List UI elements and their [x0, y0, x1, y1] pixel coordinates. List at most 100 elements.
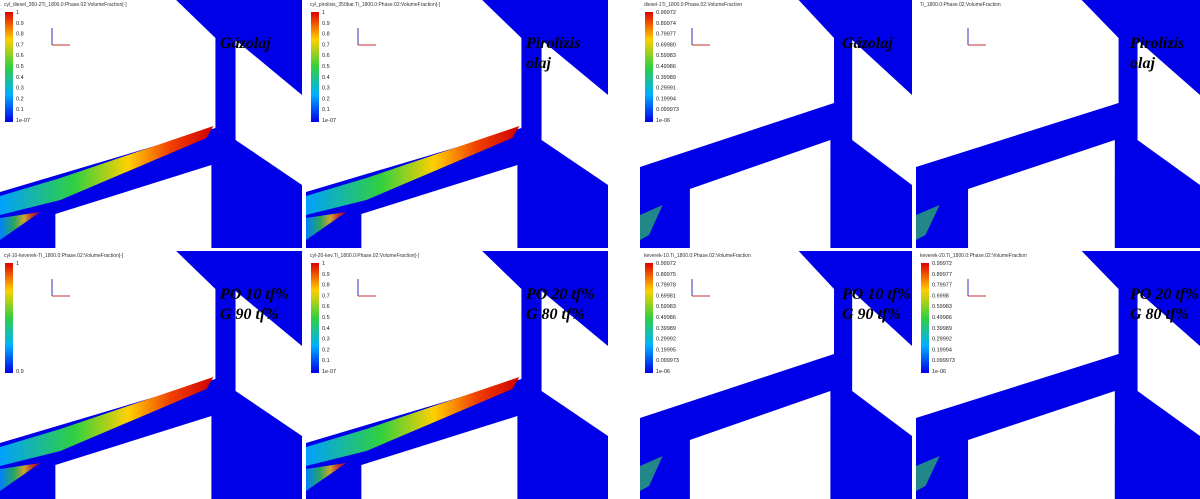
legend-label: 0.3 [322, 337, 330, 343]
legend-label: 1e-07 [322, 118, 336, 124]
legend-label: 0.99972 [656, 261, 676, 267]
legend-label: 0.89975 [656, 272, 676, 278]
panel-title: cyl-20-kev.Ti_1800.0:Phase.02:VolumeFrac… [310, 253, 420, 259]
legend-label: 0.69980 [656, 42, 676, 48]
caption: G 90 tf% [842, 306, 901, 323]
legend-label: 0.9 [322, 21, 330, 27]
legend-label: 0.29992 [932, 337, 952, 343]
caption: Gázolaj [842, 35, 893, 52]
legend-label: 0.4 [322, 326, 330, 332]
legend-label: 0.49986 [932, 315, 952, 321]
legend-label: 0.2 [16, 96, 24, 102]
legend-label: 0.6 [16, 53, 24, 59]
caption: PO 10 tf% [219, 286, 288, 303]
legend-label: 0.5 [16, 64, 24, 70]
legend-label: 0.79977 [932, 283, 952, 289]
legend-label: 0.3 [322, 86, 330, 92]
legend-label: 0.29991 [656, 86, 676, 92]
legend-label: 0.99972 [656, 10, 676, 16]
panel-title: cyl_diesel_350-2Ti_1800.0:Phase.02:Volum… [4, 2, 127, 8]
legend-label: 0.4 [16, 75, 24, 81]
legend-label: 0.1 [322, 107, 330, 113]
legend-label: 0.79978 [656, 283, 676, 289]
legend-label: 1e-07 [16, 118, 30, 124]
panel: keverek-10.Ti_1800.0:Phase.02:VolumeFrac… [640, 251, 912, 499]
legend-label: 0.7 [322, 42, 330, 48]
legend-label: 0.2 [322, 347, 330, 353]
panel: cyl-20-kev.Ti_1800.0:Phase.02:VolumeFrac… [306, 251, 608, 499]
colorbar [5, 263, 13, 373]
legend-label: 0.4 [322, 75, 330, 81]
panel-title: cyl_pirolisis_350bar.Ti_1800.0:Phase.02:… [310, 2, 441, 8]
legend-label: 0.89974 [656, 21, 676, 27]
legend-label: 0.99972 [932, 261, 952, 267]
legend-label: 1 [16, 10, 19, 16]
legend-label: 0.8 [322, 32, 330, 38]
caption: PO 10 tf% [841, 286, 910, 303]
caption: olaj [526, 55, 551, 72]
colorbar [311, 12, 319, 122]
legend-label: 0.59983 [656, 53, 676, 59]
colorbar [5, 12, 13, 122]
caption: Pirolízis [1129, 35, 1184, 52]
colorbar [311, 263, 319, 373]
caption: G 80 tf% [1130, 306, 1189, 323]
legend-label: 0.8 [322, 283, 330, 289]
legend-label: 0.6 [322, 53, 330, 59]
caption: PO 20 tf% [525, 286, 594, 303]
legend-label: 0.9 [322, 272, 330, 278]
legend-label: 1 [322, 261, 325, 267]
panel: cyl_pirolisis_350bar.Ti_1800.0:Phase.02:… [306, 0, 608, 248]
legend-label: 1e-06 [656, 118, 670, 124]
panel: cyl_diesel_350-2Ti_1800.0:Phase.02:Volum… [0, 0, 302, 248]
legend-label: 0.19994 [656, 96, 676, 102]
legend-label: 0.7 [16, 42, 24, 48]
colorbar [645, 263, 653, 373]
legend-label: 0.59983 [656, 304, 676, 310]
legend-label: 1 [322, 10, 325, 16]
legend-label: 0.5 [322, 64, 330, 70]
legend-label: 0.79977 [656, 32, 676, 38]
legend-label: 0.1 [322, 358, 330, 364]
legend-label: 0.59983 [932, 304, 952, 310]
legend-label: 0.39989 [656, 75, 676, 81]
caption: olaj [1130, 55, 1155, 72]
legend-label: 0.9 [16, 369, 24, 375]
legend-label: 0.69981 [656, 293, 676, 299]
caption: PO 20 tf% [1129, 286, 1198, 303]
legend-label: 1e-06 [932, 369, 946, 375]
legend-label: 0.5 [322, 315, 330, 321]
panel-title: diesel-1Ti_1800.0:Phase.02:VolumeFractio… [644, 2, 742, 8]
caption: Pirolízis [525, 35, 580, 52]
legend-label: 0.1 [16, 107, 24, 113]
legend-label: 0.49986 [656, 64, 676, 70]
colorbar [921, 263, 929, 373]
panel: Ti_1800.0:Phase.02:VolumeFraction Pirolíz… [916, 0, 1200, 248]
legend-label: 0.8 [16, 32, 24, 38]
legend-label: 0.39989 [932, 326, 952, 332]
legend-label: 0.19994 [932, 347, 952, 353]
legend-label: 0.099973 [932, 358, 955, 364]
panel-title: cyl-10-keverek-Ti_1800.0:Phase.02:Volume… [4, 253, 124, 259]
legend-label: 0.9 [16, 21, 24, 27]
panel-title: keverek-20.Ti_1800.0:Phase.02:VolumeFrac… [920, 253, 1027, 259]
caption: G 80 tf% [526, 306, 585, 323]
legend-label: 0.3 [16, 86, 24, 92]
panel: keverek-20.Ti_1800.0:Phase.02:VolumeFrac… [916, 251, 1200, 499]
legend-label: 1 [16, 261, 19, 267]
legend-label: 1e-06 [656, 369, 670, 375]
legend-label: 0.6998 [932, 293, 949, 299]
caption: Gázolaj [220, 35, 271, 52]
panel-title: keverek-10.Ti_1800.0:Phase.02:VolumeFrac… [644, 253, 751, 259]
panel-title: Ti_1800.0:Phase.02:VolumeFraction [920, 2, 1001, 8]
legend-label: 0.49986 [656, 315, 676, 321]
legend-label: 0.39989 [656, 326, 676, 332]
panel: cyl-10-keverek-Ti_1800.0:Phase.02:Volume… [0, 251, 302, 499]
caption: G 90 tf% [220, 306, 279, 323]
panel: diesel-1Ti_1800.0:Phase.02:VolumeFractio… [640, 0, 912, 248]
legend-label: 1e-07 [322, 369, 336, 375]
legend-label: 0.19995 [656, 347, 676, 353]
colorbar [645, 12, 653, 122]
legend-label: 0.7 [322, 293, 330, 299]
legend-label: 0.29992 [656, 337, 676, 343]
